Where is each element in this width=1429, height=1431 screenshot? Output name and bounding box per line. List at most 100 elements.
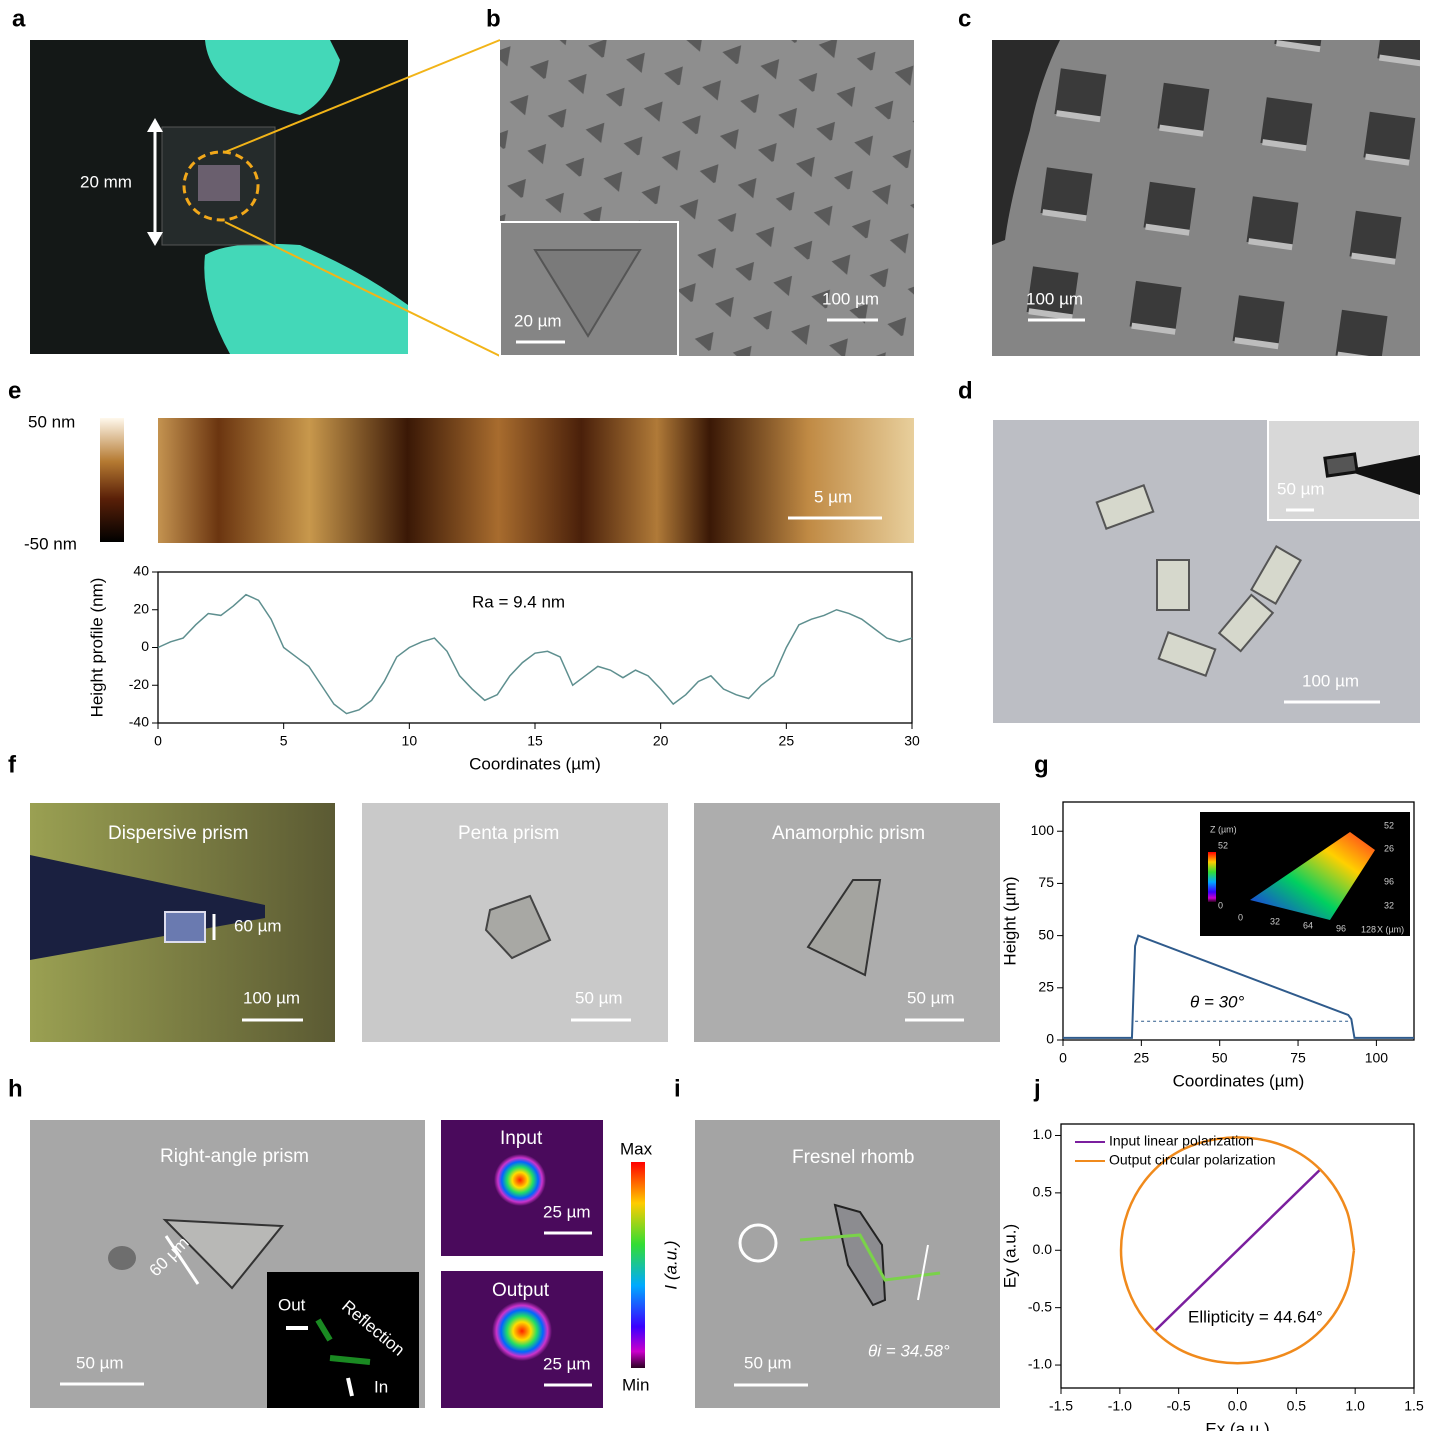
x-tick-label: 75: [1290, 1050, 1306, 1066]
panel-label: j: [1033, 1075, 1041, 1102]
inset-label: 0: [1218, 900, 1223, 910]
y-tick-label: 0: [141, 638, 149, 654]
y-tick-label: 20: [133, 600, 149, 616]
inset-label: Out: [278, 1295, 306, 1314]
x-tick-label: 0.0: [1228, 1398, 1248, 1414]
y-tick-label: 100: [1031, 822, 1055, 838]
y-tick-label: 25: [1038, 979, 1054, 995]
y-axis-label: Ey (a.u.): [1000, 1224, 1019, 1288]
image-title: Dispersive prism: [108, 823, 248, 844]
sem-c: [992, 40, 1420, 356]
image-title: Output: [492, 1280, 550, 1301]
micrograph-f2: [362, 803, 668, 1042]
micrograph-d: [993, 419, 1421, 723]
data-line: [157, 593, 913, 715]
dimension-label: 20 mm: [80, 172, 132, 191]
inset-label: X (µm): [1377, 924, 1404, 934]
y-tick-label: -1.0: [1028, 1356, 1052, 1372]
y-tick-label: -40: [129, 714, 149, 730]
colorbar: [100, 418, 124, 542]
x-tick-label: 10: [402, 733, 418, 749]
scale-bar-label: 100 µm: [1302, 671, 1359, 690]
colorbar-label: 50 nm: [28, 412, 75, 431]
inset-label: 96: [1336, 923, 1346, 933]
inset-label: 26: [1384, 843, 1394, 853]
zoom-line: [224, 221, 501, 357]
annotation: θ = 30°: [1190, 992, 1245, 1011]
sem-b: [499, 40, 914, 357]
panel-label: g: [1034, 751, 1049, 778]
scale-bar-label: 25 µm: [543, 1202, 591, 1221]
beam-images: [441, 1120, 645, 1408]
x-tick-label: 1.0: [1345, 1398, 1365, 1414]
colorbar-title: I (a.u.): [661, 1240, 680, 1289]
panel-label: e: [8, 377, 21, 404]
legend-label: Input linear polarization: [1109, 1133, 1254, 1149]
inset-label: In: [374, 1377, 388, 1396]
x-tick-label: 25: [779, 733, 795, 749]
annotation: Ra = 9.4 nm: [472, 592, 565, 611]
x-tick-label: -0.5: [1167, 1398, 1191, 1414]
afm-map: [158, 418, 914, 543]
x-tick-label: 15: [527, 733, 543, 749]
inset-label: 96: [1384, 876, 1394, 886]
x-tick-label: -1.5: [1049, 1398, 1073, 1414]
x-tick-label: 0: [154, 733, 162, 749]
scale-bar-label: 20 µm: [514, 311, 562, 330]
scale-bar-label: 50 µm: [76, 1353, 124, 1372]
y-tick-label: -20: [129, 676, 149, 692]
x-tick-label: -1.0: [1108, 1398, 1132, 1414]
image-title: Right-angle prism: [160, 1146, 309, 1167]
inset-label: 64: [1303, 920, 1313, 930]
image-title: Fresnel rhomb: [792, 1147, 915, 1168]
inset-label: Z (µm): [1210, 824, 1237, 834]
y-tick-label: 50: [1038, 926, 1054, 942]
inset-label: 128: [1361, 924, 1376, 934]
micrograph-h: [30, 1120, 425, 1408]
x-tick-label: 0.5: [1287, 1398, 1307, 1414]
scale-bar-label: 100 µm: [1026, 289, 1083, 308]
micrograph-f1: [30, 803, 335, 1042]
panel-label: c: [958, 5, 971, 32]
y-tick-label: 75: [1038, 874, 1054, 890]
photo-a: [30, 40, 408, 354]
colorbar-label: -50 nm: [24, 534, 77, 553]
inset-label: 52: [1218, 840, 1228, 850]
y-tick-label: 1.0: [1033, 1126, 1053, 1142]
colorbar-label: Max: [620, 1139, 653, 1158]
y-tick-label: 40: [133, 563, 149, 579]
scale-bar-label: 100 µm: [822, 289, 879, 308]
data-line: [1063, 934, 1414, 1039]
micrograph-i: [695, 1120, 1000, 1408]
x-axis-label: Coordinates (µm): [1173, 1071, 1305, 1090]
y-axis-label: Height profile (nm): [87, 578, 106, 718]
inset-3d: [1200, 812, 1410, 936]
x-axis-label: Ex (a.u.): [1205, 1419, 1269, 1431]
inset-label: 32: [1270, 916, 1280, 926]
inset-label: 0: [1238, 912, 1243, 922]
y-tick-label: 0.0: [1033, 1241, 1053, 1257]
scale-bar-label: 50 µm: [1277, 479, 1325, 498]
inset-label: 32: [1384, 900, 1394, 910]
image-title: Anamorphic prism: [772, 823, 925, 844]
image-title: Penta prism: [458, 823, 559, 844]
y-tick-label: 0.5: [1033, 1184, 1053, 1200]
x-tick-label: 30: [904, 733, 920, 749]
panel-label: f: [8, 751, 17, 778]
scale-bar-label: 5 µm: [814, 487, 852, 506]
panel-label: d: [958, 377, 973, 404]
panel-label: b: [486, 5, 501, 32]
colorbar-label: Min: [622, 1375, 649, 1394]
x-tick-label: 100: [1365, 1050, 1389, 1066]
panel-label: h: [8, 1075, 23, 1102]
x-tick-label: 1.5: [1404, 1398, 1424, 1414]
y-axis-label: Height (µm): [1000, 876, 1019, 965]
scale-bar-label: 50 µm: [907, 988, 955, 1007]
plot-frame: [1062, 801, 1415, 1041]
x-tick-label: 25: [1134, 1050, 1150, 1066]
data-line: [1153, 1167, 1322, 1333]
scale-bar-label: 25 µm: [543, 1354, 591, 1373]
x-tick-label: 0: [1059, 1050, 1067, 1066]
x-tick-label: 50: [1212, 1050, 1228, 1066]
